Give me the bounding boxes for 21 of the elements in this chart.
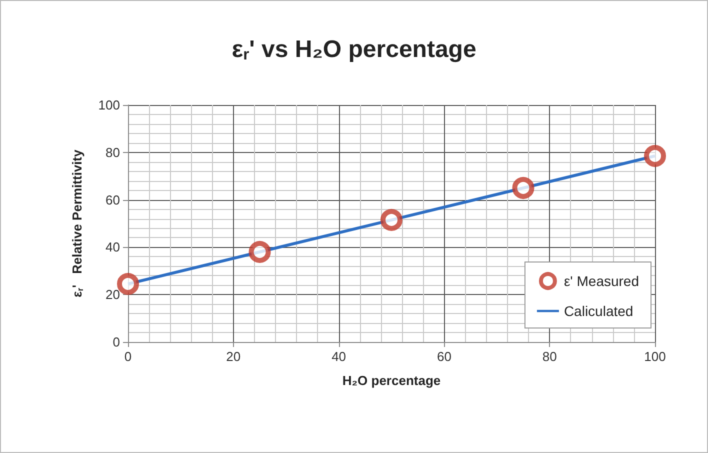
y-tick-label: 80 <box>106 144 120 160</box>
x-tick-label: 40 <box>332 349 346 364</box>
legend-label: Caliculated <box>564 303 634 319</box>
x-tick-label: 60 <box>436 349 452 364</box>
point <box>644 144 666 167</box>
x-tick-label: 0 <box>124 349 132 364</box>
point <box>380 208 402 231</box>
point <box>248 240 271 263</box>
y-tick-label: 40 <box>106 240 120 255</box>
chart-title: εr' vs H₂O percentage <box>232 36 476 64</box>
x-tick-label: 80 <box>542 349 557 364</box>
y-axis-title: εr' Relative Permittivity <box>70 148 85 298</box>
y-tick-label: 100 <box>98 98 120 112</box>
y-tick-label: 60 <box>106 192 120 208</box>
point <box>512 176 534 199</box>
y-tick-label: 0 <box>112 334 120 350</box>
y-tick-label: 20 <box>106 287 120 302</box>
x-axis-title: H₂O percentage <box>342 373 441 388</box>
x-tick-label: 20 <box>226 349 241 364</box>
x-tick-label: 100 <box>644 349 666 364</box>
legend-label: ε' Measured <box>564 273 640 289</box>
